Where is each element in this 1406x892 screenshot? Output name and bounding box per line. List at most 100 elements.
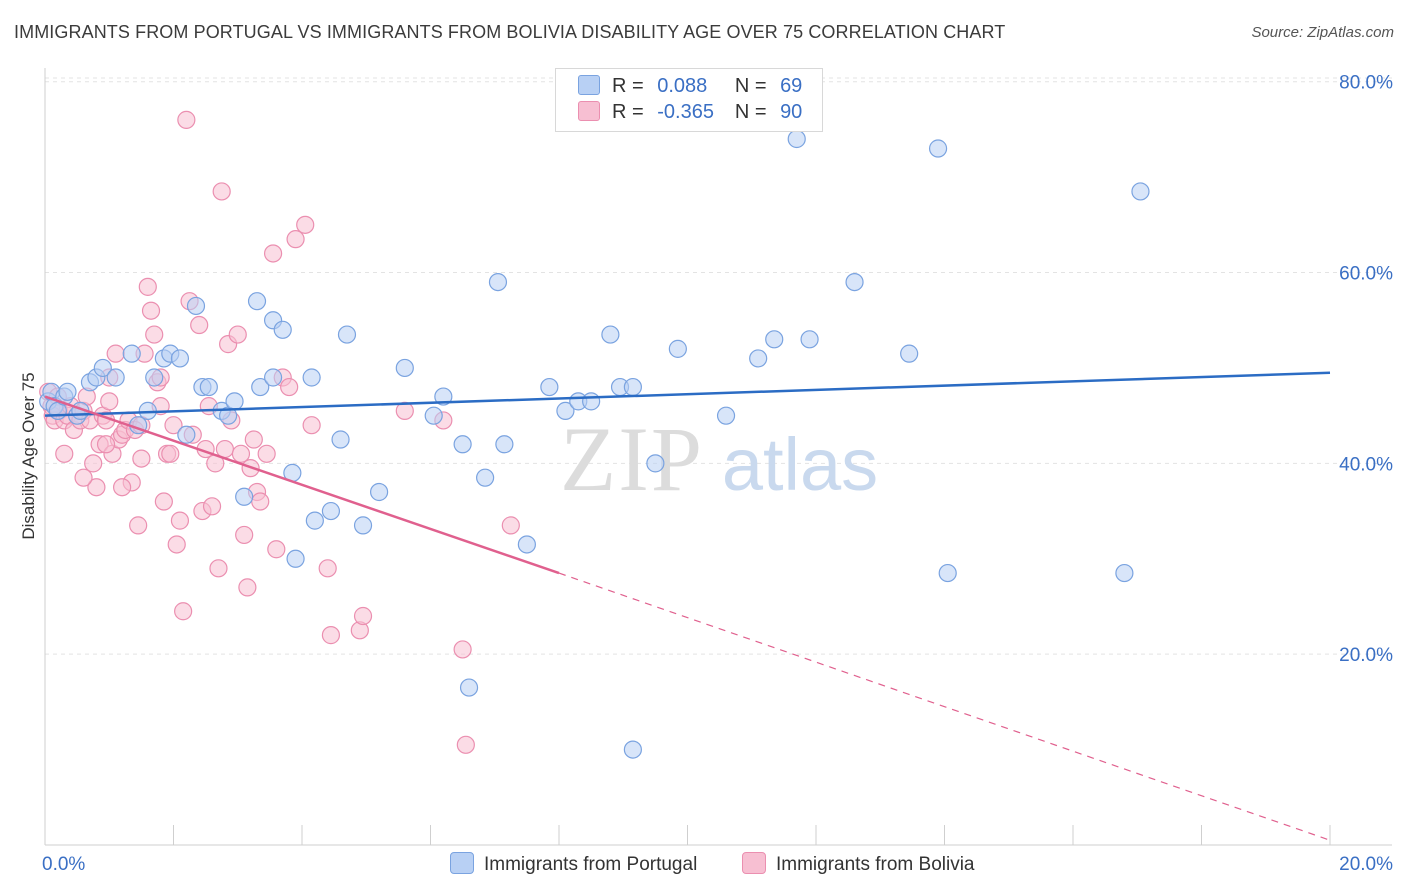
point-bolivia: [132, 449, 151, 468]
legend-n-value-portugal: 69: [780, 75, 803, 97]
point-bolivia: [106, 344, 125, 363]
point-bolivia: [267, 540, 286, 559]
point-bolivia: [231, 444, 251, 463]
point-portugal: [225, 392, 244, 411]
point-bolivia: [154, 492, 173, 511]
bottom-legend-bolivia: Immigrants from Bolivia: [742, 852, 975, 876]
point-bolivia: [209, 559, 228, 578]
legend-r-label: R =: [612, 101, 644, 123]
legend-r-value-portugal: 0.088: [657, 75, 708, 97]
point-portugal: [749, 349, 768, 368]
point-portugal: [331, 430, 350, 449]
bottom-legend-label-portugal: Immigrants from Portugal: [484, 854, 698, 875]
point-bolivia: [55, 444, 74, 463]
y-axis-label: Disability Age Over 75: [19, 372, 38, 539]
point-portugal: [716, 406, 736, 425]
point-portugal: [286, 549, 305, 568]
x-tick-label: 20.0%: [1339, 854, 1393, 875]
tick-labels: 20.0% 40.0% 60.0% 80.0% 0.0% 20.0%: [42, 73, 1393, 875]
point-portugal: [177, 425, 196, 444]
series-bolivia: [39, 110, 520, 754]
watermark: ZIP atlas: [560, 408, 878, 510]
point-portugal: [337, 325, 357, 344]
point-bolivia: [84, 454, 103, 473]
point-bolivia: [251, 492, 270, 511]
point-portugal: [800, 330, 819, 349]
point-bolivia: [177, 110, 196, 129]
point-bolivia: [145, 325, 164, 344]
point-portugal: [938, 563, 957, 583]
point-bolivia: [161, 444, 180, 463]
point-bolivia: [129, 516, 148, 535]
point-portugal: [601, 325, 620, 344]
y-tick-label: 40.0%: [1339, 454, 1393, 475]
point-bolivia: [202, 497, 222, 516]
point-portugal: [199, 377, 218, 397]
legend-n-label: N =: [734, 101, 767, 123]
point-bolivia: [244, 430, 263, 449]
legend-row-bolivia: R = -0.365 N = 90: [578, 101, 802, 127]
point-bolivia: [286, 230, 305, 249]
legend-r-label: R =: [612, 75, 644, 97]
legend-row-portugal: R = 0.088 N = 69: [578, 75, 802, 101]
point-portugal: [623, 740, 642, 759]
watermark-zip: ZIP: [560, 408, 704, 510]
y-tick-label: 60.0%: [1339, 264, 1393, 285]
point-portugal: [845, 272, 864, 292]
point-portugal: [235, 487, 254, 506]
point-portugal: [646, 454, 665, 473]
point-portugal: [668, 339, 687, 358]
legend-swatch-bolivia: [578, 101, 600, 121]
point-portugal: [93, 358, 112, 378]
grid-lines: [45, 77, 1392, 655]
point-bolivia: [167, 535, 186, 554]
point-bolivia: [321, 626, 341, 645]
point-bolivia: [74, 468, 93, 487]
point-portugal: [395, 358, 414, 378]
point-bolivia: [141, 301, 161, 320]
watermark-atlas: atlas: [722, 423, 878, 506]
bottom-legend-label-bolivia: Immigrants from Bolivia: [776, 854, 975, 875]
point-portugal: [434, 387, 453, 406]
point-bolivia: [257, 444, 276, 463]
point-bolivia: [280, 377, 299, 397]
trend-line-bolivia: [44, 395, 560, 575]
point-portugal: [517, 535, 536, 554]
trend-line-portugal: [44, 371, 1331, 417]
point-portugal: [186, 296, 206, 316]
point-portugal: [453, 435, 472, 454]
y-tick-label: 20.0%: [1339, 645, 1393, 666]
legend-n-label: N =: [734, 75, 767, 97]
point-portugal: [122, 344, 141, 363]
point-bolivia: [228, 325, 247, 344]
bottom-legend-portugal: Immigrants from Portugal: [450, 852, 697, 876]
series-portugal: [39, 129, 1150, 759]
bottom-legend-swatch-portugal: [450, 852, 474, 874]
point-portugal: [900, 344, 919, 363]
point-bolivia: [138, 277, 157, 296]
point-portugal: [106, 368, 125, 387]
point-portugal: [321, 501, 341, 521]
chart-source: Source: ZipAtlas.com: [1251, 24, 1394, 41]
point-bolivia: [87, 478, 106, 497]
point-bolivia: [501, 516, 520, 535]
point-portugal: [145, 368, 164, 387]
point-bolivia: [170, 511, 190, 530]
legend-n-value-bolivia: 90: [780, 101, 803, 123]
point-portugal: [1131, 182, 1150, 201]
y-tick-label: 80.0%: [1339, 73, 1393, 94]
point-bolivia: [174, 602, 193, 621]
point-portugal: [251, 377, 270, 397]
point-portugal: [540, 377, 559, 397]
point-bolivia: [302, 416, 321, 435]
point-portugal: [582, 392, 601, 411]
point-portugal: [623, 377, 642, 397]
point-portugal: [765, 330, 784, 349]
point-bolivia: [164, 416, 183, 435]
bottom-legend-swatch-bolivia: [742, 852, 766, 874]
point-bolivia: [263, 244, 283, 263]
point-bolivia: [353, 606, 373, 626]
point-portugal: [305, 511, 324, 530]
point-portugal: [302, 368, 321, 387]
